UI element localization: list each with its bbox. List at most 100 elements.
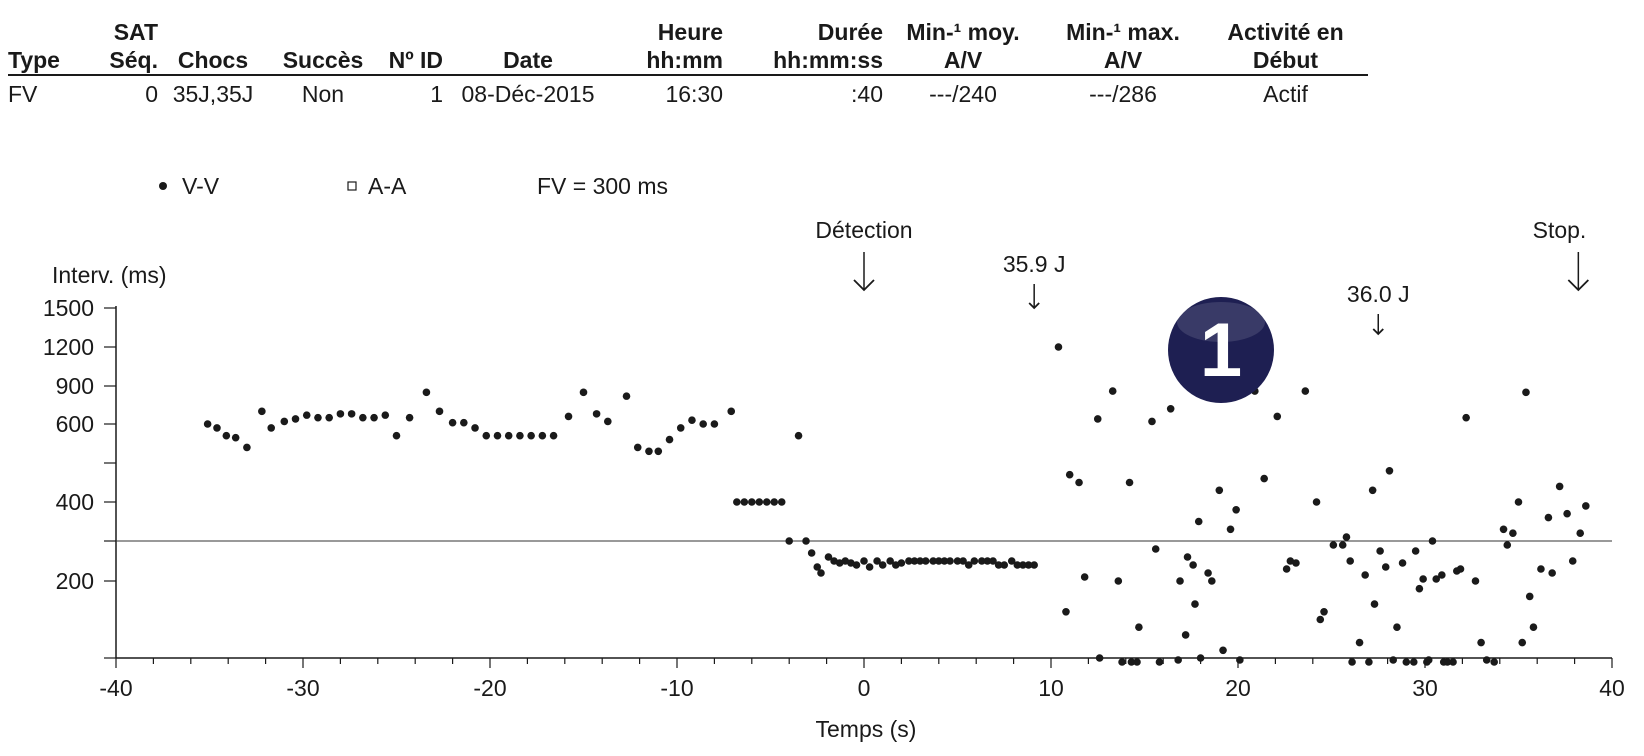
legend-vv-marker xyxy=(159,182,167,190)
x-tick-label: 10 xyxy=(1038,675,1064,701)
chart-axes xyxy=(115,306,1612,659)
episode-table: Type SAT Séq. Chocs Succès Nº ID Date Heu… xyxy=(8,18,1368,108)
x-axis-label: Temps (s) xyxy=(816,716,917,742)
data-point-vv xyxy=(1411,547,1420,555)
data-point-vv xyxy=(435,407,444,416)
data-point-vv xyxy=(1361,571,1369,579)
data-point-vv xyxy=(1204,569,1212,577)
data-point-vv xyxy=(1477,638,1485,647)
data-point-vv xyxy=(1443,658,1452,666)
data-point-vv xyxy=(802,537,810,545)
data-point-vv xyxy=(213,424,221,432)
data-point-vv xyxy=(1544,513,1553,522)
x-tick-label: 20 xyxy=(1225,675,1251,701)
data-point-vv xyxy=(740,498,749,506)
data-point-vv xyxy=(1568,557,1577,565)
data-point-vv xyxy=(813,563,822,571)
data-point-vv xyxy=(940,557,949,565)
data-point-vv xyxy=(336,410,345,418)
data-point-vv xyxy=(1402,658,1411,666)
x-tick-label: -30 xyxy=(286,675,319,701)
data-point-vv xyxy=(1576,529,1585,537)
data-point-vv xyxy=(1555,482,1564,491)
data-point-vv xyxy=(733,498,741,506)
x-tick-label: -20 xyxy=(473,675,506,701)
legend-aa-label: A-A xyxy=(368,173,407,199)
data-point-vv xyxy=(688,416,696,425)
data-point-vv xyxy=(381,411,390,419)
legend-fv-label: FV = 300 ms xyxy=(537,173,668,199)
data-point-vv xyxy=(1236,656,1244,664)
badge-circle xyxy=(1168,297,1274,403)
annotation-label: 35.9 J xyxy=(1003,251,1066,277)
data-point-vv xyxy=(258,407,266,416)
data-point-vv xyxy=(1189,561,1197,569)
data-point-vv xyxy=(897,559,906,567)
col-header-id: Nº ID xyxy=(378,18,443,76)
cell-sat-seq: 0 xyxy=(145,81,158,107)
col-header-min-moy: Min-¹ moy. A/V xyxy=(883,18,1043,76)
data-point-vv xyxy=(1376,547,1384,555)
cell-min-max: ---/286 xyxy=(1089,81,1157,107)
data-point-vv xyxy=(1365,658,1373,666)
data-point-vv xyxy=(1514,498,1523,506)
data-point-vv xyxy=(953,557,962,565)
data-point-vv xyxy=(1273,412,1282,421)
y-tick-label: 600 xyxy=(56,411,94,437)
data-point-vv xyxy=(1456,565,1465,573)
cell-chocs: 35J,35J xyxy=(172,81,254,107)
data-point-vv xyxy=(910,557,919,565)
y-tick-label: 400 xyxy=(56,489,94,515)
data-point-vv xyxy=(243,443,251,452)
data-point-vv xyxy=(886,557,894,565)
data-point-vv xyxy=(592,410,601,418)
data-point-vv xyxy=(203,420,212,428)
data-point-vv xyxy=(935,557,943,565)
data-point-vv xyxy=(392,431,401,440)
data-point-vv xyxy=(622,392,631,400)
y-tick-label: 900 xyxy=(56,373,94,399)
data-point-vv xyxy=(633,443,642,452)
col-header-chocs: Chocs xyxy=(158,18,268,76)
data-point-vv xyxy=(1135,623,1143,631)
data-point-vv xyxy=(1292,559,1300,567)
data-point-vv xyxy=(347,410,356,418)
data-point-vv xyxy=(1432,575,1441,583)
data-point-vv xyxy=(1385,467,1394,475)
data-point-vv xyxy=(1338,541,1347,549)
data-point-vv xyxy=(1080,573,1089,581)
data-point-vv xyxy=(1000,561,1009,569)
data-point-vv xyxy=(1148,417,1156,426)
data-point-vv xyxy=(817,569,825,577)
data-point-vv xyxy=(860,557,868,565)
badge-highlight xyxy=(1177,302,1265,342)
annotation-arrow-head xyxy=(1567,279,1589,292)
data-point-vv xyxy=(1215,486,1224,495)
annotation-arrow-head xyxy=(1372,328,1384,336)
data-point-vv xyxy=(1342,533,1351,541)
col-header-activite: Activité en Début xyxy=(1203,18,1368,76)
cell-succes: Non xyxy=(301,81,345,107)
data-point-vv xyxy=(405,413,414,422)
data-point-vv xyxy=(873,557,881,565)
data-point-vv xyxy=(1537,565,1545,573)
data-point-vv xyxy=(1151,545,1160,553)
data-point-vv xyxy=(1320,608,1328,616)
data-point-vv xyxy=(280,417,289,426)
data-point-vv xyxy=(1007,557,1016,565)
data-point-vv xyxy=(1114,577,1123,585)
data-point-vv xyxy=(1174,656,1182,664)
data-point-vv xyxy=(1062,608,1070,616)
col-header-succes: Succès xyxy=(268,18,378,76)
data-point-vv xyxy=(916,557,924,565)
data-point-vv xyxy=(676,424,685,432)
data-point-vv xyxy=(359,413,367,422)
data-point-vv xyxy=(504,431,513,440)
data-point-vv xyxy=(1438,571,1446,579)
data-point-vv xyxy=(325,413,333,422)
data-point-vv xyxy=(1095,654,1104,662)
data-point-vv xyxy=(1181,631,1190,639)
cell-date: 08-Déc-2015 xyxy=(461,81,595,107)
data-point-vv xyxy=(1282,565,1291,573)
